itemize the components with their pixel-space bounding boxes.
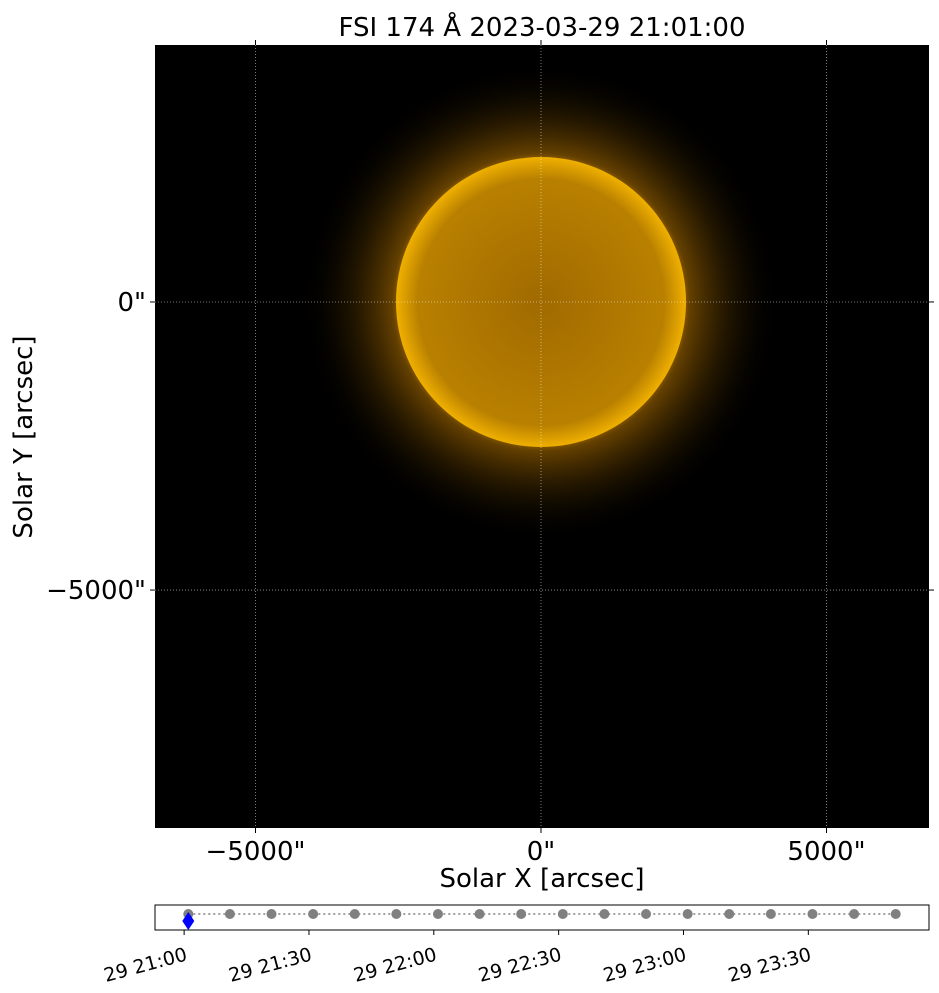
timeline-point — [391, 909, 402, 919]
timeline-point — [890, 909, 901, 919]
x-tick-label: 29 22:30 — [476, 944, 564, 987]
timeline-point — [349, 909, 360, 919]
x-axis-label: Solar X [arcsec] — [439, 864, 644, 894]
y-axis-label: Solar Y [arcsec] — [9, 335, 39, 538]
chart-title: FSI 174 Å 2023-03-29 21:01:00 — [338, 11, 745, 43]
x-tick-label: 29 23:00 — [601, 944, 689, 987]
timeline-point — [308, 909, 319, 919]
y-tick-label: −5000" — [46, 576, 146, 606]
timeline-point — [765, 909, 776, 919]
timeline-point — [224, 909, 235, 919]
timeline-point — [807, 909, 818, 919]
x-tick-label: 29 21:00 — [102, 944, 190, 987]
x-tick-label: 29 23:30 — [726, 944, 814, 987]
x-tick-label: −5000" — [206, 837, 306, 867]
timeline-point — [557, 909, 568, 919]
current-marker — [182, 912, 195, 930]
timeline-point — [516, 909, 527, 919]
timeline-point — [641, 909, 652, 919]
timeline-point — [724, 909, 735, 919]
timeline-point — [266, 909, 277, 919]
sun-disk — [396, 157, 686, 447]
x-tick-label: 29 22:00 — [351, 944, 439, 987]
timeline-point — [599, 909, 610, 919]
timeline-point — [474, 909, 485, 919]
timeline-point — [682, 909, 693, 919]
timeline-point — [849, 909, 860, 919]
timeline-point — [432, 909, 443, 919]
x-tick-label: 5000" — [787, 837, 865, 867]
y-tick-label: 0" — [117, 288, 146, 318]
x-tick-label: 0" — [527, 837, 556, 867]
x-tick-label: 29 21:30 — [226, 944, 314, 987]
timeline-frame — [154, 904, 930, 931]
